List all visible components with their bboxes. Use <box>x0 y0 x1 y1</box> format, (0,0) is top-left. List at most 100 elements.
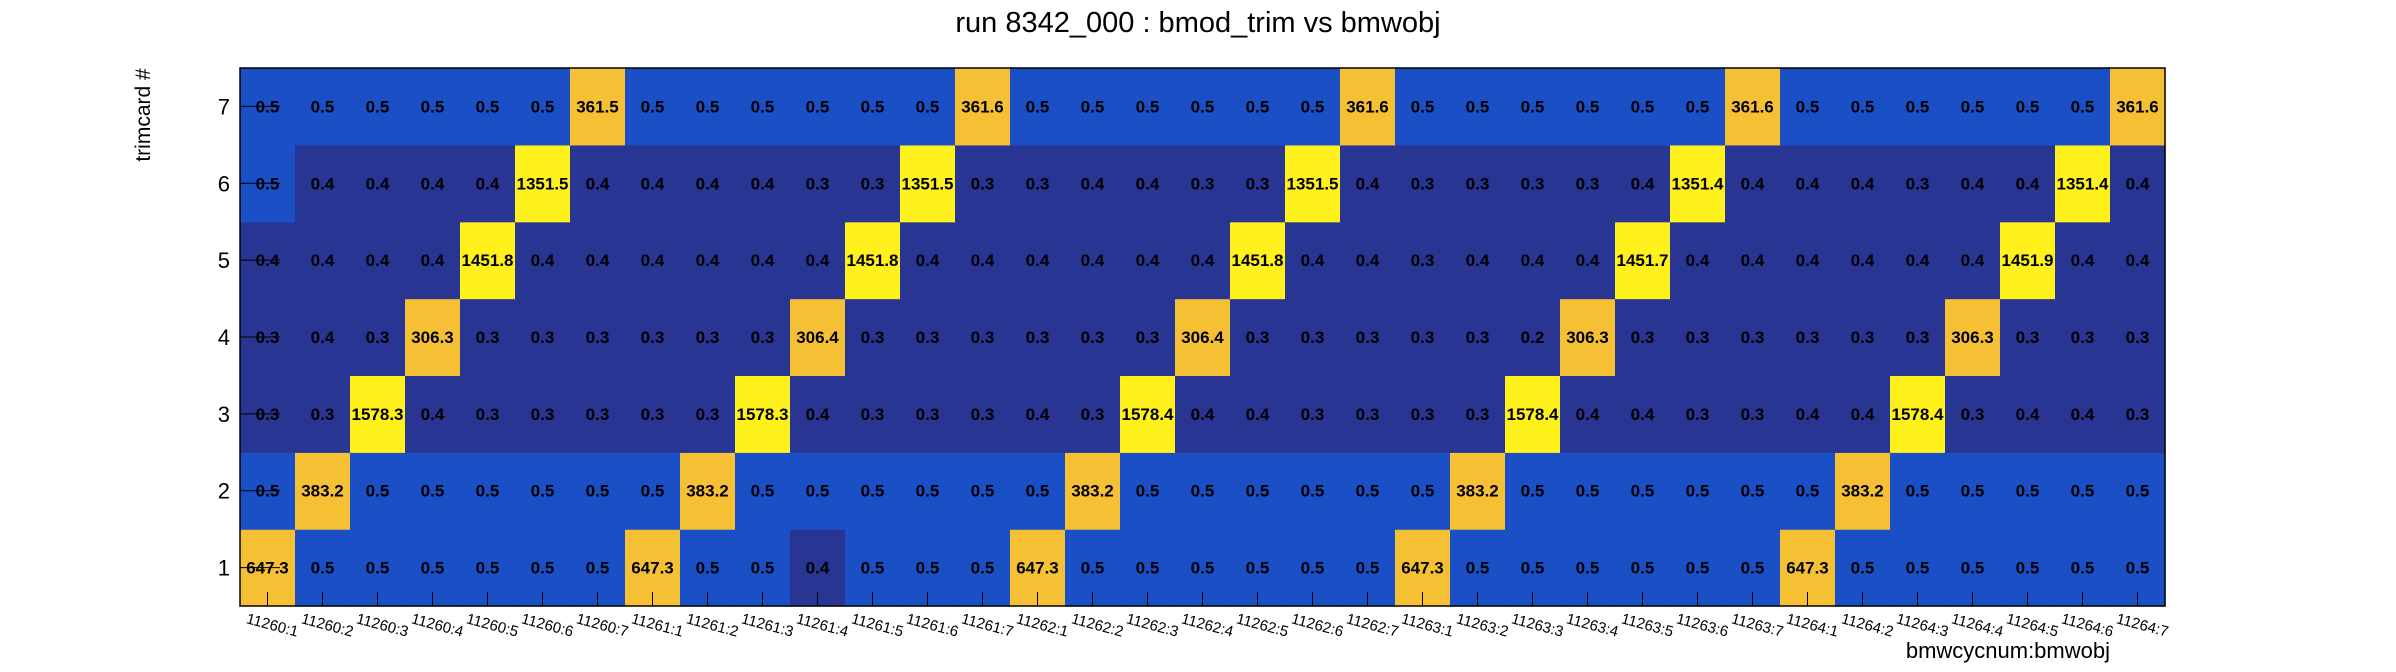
heatmap-cell <box>405 68 461 146</box>
heatmap-cell <box>1175 221 1231 300</box>
cell-value-label: 0.4 <box>1796 251 1820 270</box>
heatmap-cell <box>570 144 626 223</box>
cell-value-label: 0.4 <box>1191 405 1215 424</box>
cell-value-label: 0.3 <box>1081 405 1105 424</box>
heatmap-cell <box>1780 298 1836 377</box>
heatmap-cell <box>735 375 791 453</box>
cell-value-label: 0.4 <box>1026 251 1050 270</box>
cell-value-label: 1351.5 <box>1287 174 1339 193</box>
cell-value-label: 0.3 <box>971 405 995 424</box>
heatmap-cell <box>680 144 736 223</box>
heatmap-cell <box>735 452 791 530</box>
heatmap-cell <box>460 144 516 223</box>
heatmap-cell <box>1450 221 1506 300</box>
cell-value-label: 0.4 <box>2126 251 2150 270</box>
heatmap-cell <box>955 375 1011 453</box>
cell-value-label: 0.5 <box>806 482 830 501</box>
heatmap-cell <box>2110 144 2166 223</box>
cell-value-label: 0.4 <box>311 328 335 347</box>
cell-value-label: 0.5 <box>971 482 995 501</box>
heatmap-cell <box>2110 298 2166 377</box>
x-tick-label: 11263:3 <box>1509 610 1565 640</box>
cell-value-label: 0.4 <box>311 251 335 270</box>
cell-value-label: 0.4 <box>1081 174 1105 193</box>
cell-value-label: 1351.5 <box>517 174 569 193</box>
cell-value-label: 0.3 <box>751 328 775 347</box>
heatmap-cell <box>515 68 571 146</box>
cell-value-label: 0.4 <box>421 251 445 270</box>
y-tick-label: 5 <box>218 248 230 273</box>
cell-value-label: 0.5 <box>751 559 775 578</box>
cell-value-label: 0.3 <box>1411 251 1435 270</box>
heatmap-cell <box>845 375 901 453</box>
heatmap-cell <box>900 375 956 453</box>
heatmap-cell <box>1505 452 1561 530</box>
heatmap-cell <box>1670 375 1726 453</box>
cell-value-label: 0.4 <box>2016 405 2040 424</box>
heatmap-cell <box>2055 144 2111 223</box>
heatmap-cell <box>680 68 736 146</box>
heatmap-cell <box>680 221 736 300</box>
cell-value-label: 0.3 <box>476 328 500 347</box>
cell-value-label: 0.5 <box>1961 559 1985 578</box>
x-tick-label: 11261:4 <box>794 610 850 640</box>
cell-value-label: 0.5 <box>1851 97 1875 116</box>
cell-value-label: 0.5 <box>916 482 940 501</box>
cell-value-label: 1578.3 <box>352 405 404 424</box>
cell-value-label: 0.5 <box>531 559 555 578</box>
heatmap-cell <box>1175 375 1231 453</box>
heatmap-cell <box>1120 221 1176 300</box>
heatmap-cell <box>1285 375 1341 453</box>
heatmap-cell <box>900 452 956 530</box>
cell-value-label: 0.4 <box>806 251 830 270</box>
heatmap-cell <box>955 298 1011 377</box>
heatmap-cell <box>350 68 406 146</box>
heatmap-cell <box>1835 221 1891 300</box>
cell-value-label: 0.5 <box>1466 97 1490 116</box>
cell-value-label: 0.3 <box>1906 174 1930 193</box>
heatmap-cell <box>1395 221 1451 300</box>
cell-value-label: 306.4 <box>796 328 839 347</box>
cell-value-label: 0.4 <box>1796 174 1820 193</box>
x-tick-label: 11260:4 <box>409 610 465 640</box>
heatmap-cell <box>350 221 406 300</box>
cell-value-label: 0.5 <box>1906 482 1930 501</box>
heatmap-cell <box>790 375 846 453</box>
heatmap-cell <box>295 452 351 530</box>
cell-value-label: 0.4 <box>1906 251 1930 270</box>
heatmap-cell <box>1340 375 1396 453</box>
heatmap-cell <box>1450 144 1506 223</box>
cell-value-label: 0.4 <box>1521 251 1545 270</box>
cell-value-label: 0.4 <box>1961 251 1985 270</box>
heatmap-cell <box>1010 298 1066 377</box>
cell-value-label: 0.3 <box>696 328 720 347</box>
cell-value-label: 0.5 <box>2016 482 2040 501</box>
heatmap-cell <box>570 375 626 453</box>
cell-value-label: 0.4 <box>421 405 445 424</box>
cell-value-label: 0.3 <box>586 328 610 347</box>
x-tick-label: 11261:1 <box>629 610 685 640</box>
cell-value-label: 0.3 <box>531 328 555 347</box>
heatmap-cell <box>1065 221 1121 300</box>
cell-value-label: 0.5 <box>311 559 335 578</box>
cell-value-label: 0.4 <box>476 174 500 193</box>
heatmap-cell <box>1120 375 1176 453</box>
cell-value-label: 0.3 <box>1246 174 1270 193</box>
cell-value-label: 0.4 <box>1136 174 1160 193</box>
heatmap-cell <box>1065 298 1121 377</box>
x-tick-label: 11264:4 <box>1949 610 2005 640</box>
cell-value-label: 0.3 <box>1411 174 1435 193</box>
cell-value-label: 0.3 <box>476 405 500 424</box>
heatmap-cell <box>680 298 736 377</box>
cell-labels: 647.3 0.5 0.5 0.5 0.5 0.5 0.5 647.3 0.5 0.5 0.4 0.5… <box>246 97 2159 577</box>
cell-value-label: 0.5 <box>1631 482 1655 501</box>
heatmap-cell <box>2055 68 2111 146</box>
cell-value-label: 0.3 <box>861 174 885 193</box>
cell-value-label: 0.5 <box>2016 97 2040 116</box>
heatmap-cell <box>2055 375 2111 453</box>
heatmap-cell <box>1065 375 1121 453</box>
heatmap-cell <box>1230 68 1286 146</box>
x-tick-label: 11264:6 <box>2059 610 2115 640</box>
heatmap-cell <box>1285 144 1341 223</box>
heatmap-cell <box>1780 68 1836 146</box>
